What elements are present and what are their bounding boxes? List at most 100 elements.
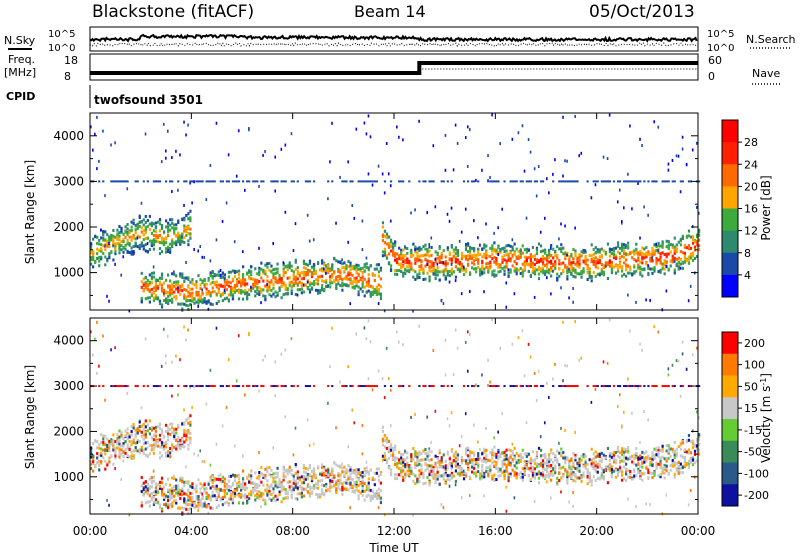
power-cell — [132, 249, 135, 253]
velocity-cell — [442, 453, 445, 457]
power-cell — [460, 230, 463, 234]
velocity-cell — [274, 494, 277, 498]
power-cell — [345, 180, 348, 183]
power-cell — [428, 276, 431, 280]
velocity-cell — [373, 385, 376, 388]
velocity-cell — [197, 497, 200, 501]
velocity-cell — [213, 487, 216, 491]
power-cell — [464, 270, 468, 274]
power-cell — [432, 180, 435, 183]
power-cell — [219, 273, 222, 277]
power-cell — [493, 241, 496, 245]
velocity-cell — [144, 441, 147, 445]
power-cell — [167, 228, 170, 232]
power-cell — [523, 248, 526, 252]
power-cell — [300, 271, 303, 275]
velocity-cell — [106, 443, 109, 447]
power-cell — [268, 282, 271, 286]
power-cell — [215, 301, 218, 305]
power-cell — [169, 284, 172, 288]
power-cell — [177, 219, 180, 223]
power-cell — [466, 250, 470, 254]
power-cell — [578, 154, 581, 158]
power-cell — [695, 255, 699, 259]
velocity-cell — [132, 449, 135, 453]
power-cell — [574, 268, 577, 272]
power-cell — [677, 256, 680, 260]
power-cell — [643, 247, 646, 251]
power-cell — [175, 243, 178, 247]
velocity-cell — [286, 480, 289, 484]
power-cell — [302, 290, 305, 294]
velocity-cell — [187, 489, 190, 493]
velocity-cell — [418, 469, 421, 473]
power-cell — [250, 277, 253, 281]
power-cell — [513, 180, 516, 183]
power-cell — [325, 265, 328, 269]
velocity-cell — [244, 493, 247, 497]
power-cell — [154, 288, 158, 292]
velocity-cell — [270, 468, 273, 472]
power-cell — [284, 265, 287, 269]
velocity-cell — [171, 394, 173, 398]
power-cell — [679, 239, 682, 243]
power-cell — [158, 217, 162, 221]
velocity-cell — [148, 486, 151, 490]
velocity-cell — [193, 505, 196, 509]
velocity-cell — [300, 491, 303, 495]
power-cell — [306, 286, 310, 290]
velocity-cell — [385, 438, 389, 442]
power-cell — [284, 292, 287, 296]
velocity-cell — [156, 489, 160, 493]
power-cell — [408, 270, 411, 274]
power-cell — [450, 269, 453, 273]
power-cell — [258, 273, 261, 277]
velocity-cell — [187, 430, 190, 434]
velocity-cell — [152, 433, 156, 437]
velocity-cell — [177, 423, 180, 427]
velocity-cell — [408, 469, 411, 473]
velocity-cell — [304, 466, 308, 470]
velocity-cell — [164, 440, 168, 444]
power-cell — [221, 219, 224, 223]
power-cell — [197, 293, 200, 297]
power-cell — [187, 225, 190, 229]
power-cell — [527, 256, 530, 260]
velocity-cell — [126, 385, 129, 388]
power-cell — [177, 240, 180, 244]
power-cell — [292, 249, 295, 253]
power-cell — [152, 238, 156, 242]
power-cell — [422, 245, 425, 249]
power-cell — [517, 256, 520, 260]
velocity-cell — [312, 484, 316, 488]
power-cell — [523, 255, 526, 259]
power-cell — [288, 263, 291, 267]
velocity-cell — [335, 487, 338, 491]
power-cell — [173, 227, 176, 231]
velocity-cell — [440, 503, 443, 507]
power-cell — [140, 298, 143, 302]
velocity-cell — [225, 485, 228, 489]
velocity-cell — [460, 456, 464, 460]
power-cell — [333, 257, 336, 261]
velocity-cell — [385, 446, 389, 450]
velocity-cell — [221, 495, 224, 499]
power-cell — [558, 180, 561, 183]
power-cell — [673, 256, 676, 260]
velocity-cell — [426, 452, 429, 456]
velocity-cell — [191, 500, 194, 504]
power-cell — [681, 251, 684, 255]
power-cell — [290, 264, 293, 268]
power-cell — [394, 243, 397, 247]
power-cell — [144, 214, 147, 218]
power-cell — [124, 225, 127, 229]
velocity-cell — [466, 454, 470, 458]
power-cell — [432, 266, 435, 270]
velocity-cell — [104, 452, 107, 456]
velocity-cell — [347, 469, 350, 473]
velocity-cell — [164, 494, 168, 498]
power-cell — [519, 254, 522, 258]
power-cell — [268, 281, 271, 285]
power-cell — [331, 263, 334, 267]
velocity-cell — [444, 466, 447, 470]
